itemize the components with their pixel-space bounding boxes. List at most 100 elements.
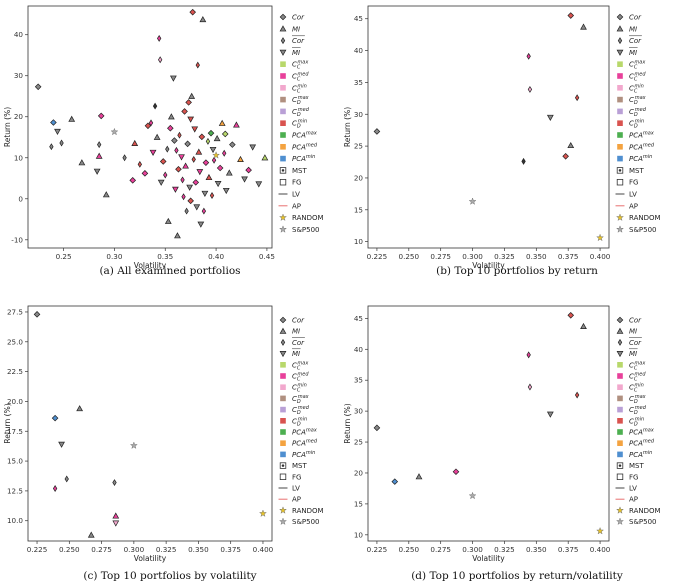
data-point bbox=[527, 85, 533, 93]
legend-marker bbox=[280, 132, 286, 138]
legend-marker-frame bbox=[279, 167, 287, 174]
legend-label: PCAmax bbox=[292, 131, 317, 140]
x-tick-label: 0.225 bbox=[367, 252, 388, 261]
legend-label: CDmax bbox=[629, 394, 646, 405]
y-tick-label: 35 bbox=[354, 78, 363, 87]
data-point bbox=[144, 122, 152, 130]
data-point bbox=[201, 190, 209, 197]
legend-label: FG bbox=[629, 179, 638, 187]
legend-marker bbox=[617, 108, 623, 115]
data-point bbox=[181, 108, 188, 115]
y-tick-label: -10 bbox=[11, 235, 23, 244]
data-point bbox=[211, 156, 217, 164]
data-point bbox=[95, 152, 103, 159]
data-point bbox=[153, 133, 161, 140]
x-tick-label: 0.275 bbox=[91, 545, 112, 554]
y-tick-label: 17.5 bbox=[7, 427, 23, 436]
legend-marker-frame bbox=[279, 462, 287, 469]
x-tick-label: 0.275 bbox=[430, 252, 451, 261]
data-point bbox=[574, 94, 580, 102]
legend-label: Cor bbox=[629, 339, 642, 347]
legend-label: CCmed bbox=[629, 72, 646, 83]
data-point bbox=[245, 166, 252, 174]
legend-label: Cor bbox=[629, 317, 642, 325]
x-tick-label: 0.325 bbox=[494, 545, 515, 554]
x-axis-label: Volatility bbox=[472, 261, 505, 270]
legend-marker bbox=[278, 517, 288, 526]
data-point bbox=[546, 411, 554, 418]
legend-label: CCmed bbox=[292, 372, 309, 383]
x-tick-label: 0.225 bbox=[27, 545, 48, 554]
legend-marker bbox=[280, 155, 286, 162]
data-point bbox=[174, 232, 181, 239]
legend-marker bbox=[617, 132, 623, 138]
legend-marker bbox=[279, 49, 287, 56]
plot-area-1 bbox=[367, 5, 610, 249]
y-tick-label: 30 bbox=[14, 71, 24, 80]
data-point bbox=[122, 154, 127, 162]
legend-marker bbox=[278, 506, 288, 514]
data-point bbox=[567, 311, 575, 319]
panel-caption: (c) Top 10 portfolios by volatility bbox=[83, 570, 256, 582]
data-point bbox=[237, 155, 244, 162]
legend-marker bbox=[616, 351, 624, 358]
data-point bbox=[222, 149, 227, 157]
legend-label: FG bbox=[292, 473, 301, 481]
legend-marker bbox=[279, 316, 287, 324]
data-point bbox=[182, 162, 189, 169]
y-tick-label: 20 bbox=[354, 173, 364, 182]
legend-marker bbox=[279, 351, 287, 358]
legend-label: PCAmax bbox=[629, 428, 654, 437]
legend-label: RANDOM bbox=[629, 214, 661, 222]
legend-marker bbox=[616, 13, 624, 21]
legend-marker bbox=[278, 213, 288, 222]
data-point bbox=[189, 8, 196, 16]
legend-label: RANDOM bbox=[292, 507, 324, 515]
data-point bbox=[59, 139, 64, 147]
legend-marker bbox=[617, 418, 623, 424]
legend-label: PCAmed bbox=[292, 142, 318, 151]
legend-label: MST bbox=[292, 167, 307, 175]
chart-panel-2: 0.225 0.250 0.275 0.300 0.325 0.350 0.375 0.400… bbox=[3, 305, 324, 582]
data-point bbox=[205, 173, 213, 181]
x-axis-label: Volatility bbox=[472, 554, 505, 563]
data-point bbox=[169, 75, 177, 82]
y-axis-label: Return (%) bbox=[343, 107, 352, 147]
legend-label: PCAmin bbox=[629, 154, 652, 163]
y-tick-label: 35 bbox=[354, 376, 363, 385]
legend-label: CCmin bbox=[629, 83, 644, 94]
data-point bbox=[181, 193, 186, 201]
data-point bbox=[191, 126, 199, 133]
data-point bbox=[214, 181, 222, 188]
x-tick-label: 0.45 bbox=[259, 252, 275, 261]
data-point bbox=[249, 144, 257, 151]
legend-marker bbox=[279, 462, 287, 469]
legend-label: S&P500 bbox=[629, 226, 656, 234]
legend-marker bbox=[617, 406, 623, 413]
data-point bbox=[93, 168, 101, 175]
y-tick-label: 15 bbox=[354, 205, 363, 214]
data-point bbox=[129, 441, 138, 450]
legend-marker bbox=[280, 338, 286, 346]
data-point bbox=[112, 520, 120, 527]
data-point bbox=[212, 151, 221, 159]
legend-1: Cor MI Cor MI CCmaxCCmedCCminCDmaxCDmedCDmin… bbox=[615, 13, 661, 234]
panel-caption: (d) Top 10 portfolios by return/volatili… bbox=[411, 570, 623, 582]
legend-label: CDmax bbox=[629, 95, 646, 106]
legend-label: MI bbox=[292, 25, 300, 33]
y-tick-label: 10 bbox=[354, 237, 364, 246]
legend-marker-dot bbox=[618, 169, 622, 172]
legend-label: CCmax bbox=[629, 360, 645, 371]
data-point bbox=[51, 414, 59, 422]
legend-marker bbox=[617, 384, 623, 390]
data-point bbox=[148, 119, 154, 127]
legend-label: CDmax bbox=[292, 394, 309, 405]
legend-marker bbox=[280, 373, 286, 379]
legend-marker bbox=[280, 108, 286, 115]
x-tick-label: 0.300 bbox=[462, 252, 483, 261]
data-point bbox=[177, 131, 182, 139]
x-axis-label: Volatility bbox=[134, 261, 167, 270]
legend-label: CCmin bbox=[292, 83, 307, 94]
y-tick-label: 10 bbox=[354, 530, 364, 539]
data-point bbox=[202, 159, 210, 166]
